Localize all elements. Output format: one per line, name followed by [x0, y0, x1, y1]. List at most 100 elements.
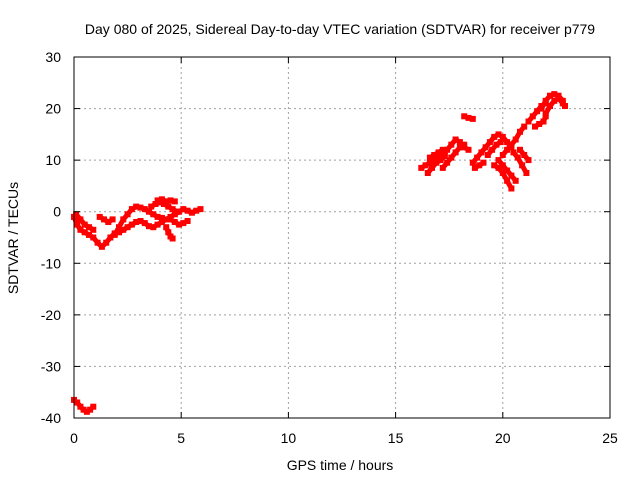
data-point — [120, 226, 127, 233]
data-point — [538, 105, 545, 112]
data-point — [534, 108, 541, 115]
data-point — [80, 406, 87, 413]
data-point — [146, 223, 152, 230]
data-point — [469, 115, 476, 122]
data-point — [154, 213, 161, 220]
data-point — [497, 139, 504, 146]
data-point — [439, 164, 446, 171]
data-point — [532, 123, 538, 130]
data-point — [510, 149, 517, 156]
data-point — [120, 216, 127, 223]
data-point — [540, 118, 547, 125]
data-point — [508, 141, 515, 148]
data-point — [158, 219, 165, 225]
data-point — [152, 201, 159, 207]
data-point — [128, 221, 135, 228]
data-point — [103, 239, 110, 246]
data-point — [504, 167, 511, 174]
data-point — [523, 170, 530, 176]
data-point — [512, 136, 519, 143]
data-point — [83, 408, 90, 415]
data-point — [504, 139, 511, 146]
data-point — [499, 133, 506, 140]
data-point — [444, 146, 451, 153]
data-point — [525, 118, 532, 125]
data-point — [491, 162, 498, 169]
data-point — [141, 206, 148, 213]
data-point — [77, 226, 84, 233]
data-point — [165, 229, 172, 236]
data-point — [171, 219, 178, 225]
data-point — [74, 399, 81, 406]
data-point — [499, 170, 506, 176]
data-point — [461, 141, 468, 148]
y-tick-label: -30 — [41, 358, 61, 374]
y-tick-label: 20 — [45, 101, 61, 117]
data-point — [124, 211, 131, 218]
data-point — [146, 208, 152, 215]
data-point — [171, 198, 178, 205]
data-point — [90, 403, 97, 410]
data-point — [452, 149, 459, 156]
data-point — [431, 152, 438, 158]
data-point — [525, 157, 532, 164]
data-point — [435, 149, 442, 156]
plot-border — [73, 56, 611, 419]
data-point — [133, 219, 140, 225]
data-point — [184, 218, 191, 224]
data-point — [424, 170, 431, 176]
chart-title: Day 080 of 2025, Sidereal Day-to-day VTE… — [85, 21, 595, 37]
data-point — [504, 177, 511, 184]
data-point — [452, 136, 459, 143]
data-point — [105, 219, 112, 225]
data-point — [495, 164, 502, 171]
data-point — [116, 224, 122, 231]
data-point — [429, 164, 435, 171]
data-point — [137, 204, 144, 211]
data-point — [77, 216, 84, 223]
x-tick-label: 5 — [177, 430, 185, 446]
data-point — [107, 234, 114, 241]
data-point — [169, 206, 176, 213]
data-point — [128, 206, 135, 213]
data-point — [551, 97, 558, 104]
x-axis-label: GPS time / hours — [287, 457, 394, 473]
data-point — [111, 231, 118, 238]
data-point — [96, 213, 103, 220]
data-point — [474, 154, 481, 161]
data-point — [508, 172, 515, 179]
data-point — [448, 154, 455, 161]
data-point — [158, 214, 165, 221]
data-point — [529, 113, 536, 120]
data-point — [94, 239, 101, 246]
ticks: 0 5 10 15 20 25 -40 -30 -20 -10 0 10 20 30 — [41, 49, 618, 446]
data-point — [547, 92, 553, 99]
data-point — [158, 196, 165, 203]
data-point — [150, 211, 157, 218]
data-point — [486, 139, 493, 146]
data-point — [551, 91, 558, 98]
y-tick-label: -40 — [41, 410, 61, 426]
data-point — [555, 95, 562, 102]
data-points — [71, 91, 568, 415]
data-point — [154, 197, 161, 204]
data-point — [163, 198, 170, 205]
data-point — [150, 224, 157, 231]
data-point — [81, 229, 88, 236]
grid — [74, 57, 610, 418]
data-point — [173, 208, 180, 215]
data-point — [508, 185, 515, 192]
data-point — [163, 216, 170, 223]
data-point — [482, 144, 489, 151]
data-point — [77, 403, 84, 410]
data-point — [422, 162, 429, 169]
data-point — [542, 110, 549, 117]
data-point — [517, 128, 523, 135]
data-point — [471, 164, 478, 171]
y-tick-label: -10 — [41, 255, 61, 271]
data-point — [547, 103, 553, 109]
data-point — [180, 220, 187, 227]
data-point — [456, 139, 463, 146]
data-point — [444, 159, 451, 166]
